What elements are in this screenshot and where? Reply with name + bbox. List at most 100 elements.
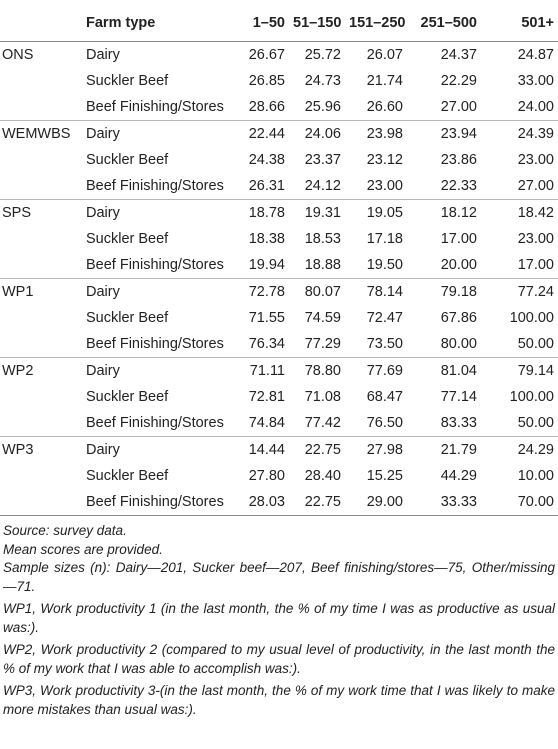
value-cell: 24.73 [304,73,341,89]
value-cell: 23.98 [345,120,407,147]
farm-type-cell: Suckler Beef [86,468,169,484]
value-cell: 18.78 [234,199,289,226]
value-cell: 27.00 [440,99,477,115]
table-row: WP2 Dairy 71.11 78.80 77.69 81.04 79.14 [0,357,558,384]
table-row: SPS Dairy 18.78 19.31 19.05 18.12 18.42 [0,199,558,226]
value-cell: 23.12 [366,152,403,168]
value-cell: 44.29 [440,468,477,484]
measure-cell [0,410,82,437]
value-cell: 18.88 [304,257,341,273]
measure-cell [0,384,82,410]
value-cell: 15.25 [366,468,403,484]
measure-cell [0,173,82,200]
value-cell: 73.50 [366,336,403,352]
measure-cell: WP1 [0,278,82,305]
note-wp1: WP1, Work productivity 1 (in the last mo… [3,601,555,635]
header-size-501-plus: 501+ [481,4,558,42]
header-row: Farm type 1–50 51–150 151–250 251–500 50… [0,4,558,42]
value-cell: 24.12 [304,178,341,194]
measure-cell: SPS [0,199,82,226]
value-cell: 67.86 [440,310,477,326]
value-cell: 77.24 [481,278,558,305]
table-row: Suckler Beef 26.85 24.73 21.74 22.29 33.00 [0,68,558,94]
measure-cell: WEMWBS [0,120,82,147]
farm-type-cell: Suckler Beef [86,231,169,247]
table-row: WP1 Dairy 72.78 80.07 78.14 79.18 77.24 [0,278,558,305]
farm-type-cell: Dairy [86,47,120,63]
farm-type-cell: Beef Finishing/Stores [86,415,224,431]
value-cell: 72.47 [366,310,403,326]
note-mean: Mean scores are provided. [3,541,163,557]
table-row: Beef Finishing/Stores 19.94 18.88 19.50 20.0… [0,252,558,279]
measure-cell [0,463,82,489]
value-cell: 100.00 [509,389,554,405]
measure-cell [0,331,82,358]
table-row: Suckler Beef 18.38 18.53 17.18 17.00 23.00 [0,226,558,252]
table-row: Beef Finishing/Stores 74.84 77.42 76.50 83.3… [0,410,558,437]
value-cell: 29.00 [345,489,407,516]
value-cell: 28.40 [304,468,341,484]
data-table: Farm type 1–50 51–150 151–250 251–500 50… [0,4,558,516]
measure-cell [0,147,82,173]
note-sample-sizes: Sample sizes (n): Dairy—201, Sucker beef… [3,560,555,594]
value-cell: 18.53 [304,231,341,247]
note-wp2: WP2, Work productivity 2 (compared to my… [3,642,555,676]
value-cell: 77.69 [345,357,407,384]
farm-type-cell: Suckler Beef [86,389,169,405]
farm-type-cell: Dairy [82,436,234,463]
value-cell: 23.86 [440,152,477,168]
note-wp3: WP3, Work productivity 3-(in the last mo… [3,683,555,717]
value-cell: 77.42 [304,415,341,431]
measure-cell [0,305,82,331]
value-cell: 23.00 [517,152,554,168]
value-cell: 22.29 [440,73,477,89]
table-row: WP3 Dairy 14.44 22.75 27.98 21.79 24.29 [0,436,558,463]
table-row: Beef Finishing/Stores 28.66 25.96 26.60 27.0… [0,94,558,121]
value-cell: 26.60 [366,99,403,115]
value-cell: 28.03 [234,489,289,516]
value-cell: 26.31 [248,178,285,194]
farm-type-cell: Suckler Beef [86,73,169,89]
measure-cell: WP2 [0,357,82,384]
value-cell: 22.75 [289,489,345,516]
value-cell: 19.50 [366,257,403,273]
value-cell: 50.00 [517,415,554,431]
farm-type-cell: Beef Finishing/Stores [86,257,224,273]
header-size-151-250: 151–250 [345,4,407,42]
farm-type-cell: Dairy [82,120,234,147]
farm-type-cell: Dairy [82,357,234,384]
header-farm-type: Farm type [82,4,234,42]
value-cell: 17.00 [517,257,554,273]
farm-type-cell: Beef Finishing/Stores [82,489,234,516]
value-cell: 19.94 [248,257,285,273]
value-cell: 22.33 [440,178,477,194]
farm-type-cell: Beef Finishing/Stores [86,336,224,352]
value-cell: 18.38 [248,231,285,247]
table-row: Suckler Beef 27.80 28.40 15.25 44.29 10.00 [0,463,558,489]
value-cell: 81.04 [407,357,481,384]
value-cell: 14.44 [234,436,289,463]
table-figure: Farm type 1–50 51–150 151–250 251–500 50… [0,4,558,719]
measure-cell [0,489,82,516]
value-cell: 25.72 [304,47,341,63]
value-cell: 77.14 [440,389,477,405]
value-cell: 28.66 [248,99,285,115]
value-cell: 26.67 [248,47,285,63]
table-row: Beef Finishing/Stores 76.34 77.29 73.50 80.0… [0,331,558,358]
note-source: Source: survey data. [3,523,127,538]
value-cell: 76.50 [366,415,403,431]
value-cell: 78.80 [289,357,345,384]
value-cell: 83.33 [440,415,477,431]
value-cell: 19.31 [289,199,345,226]
value-cell: 22.75 [289,436,345,463]
value-cell: 17.18 [366,231,403,247]
header-measure [0,4,82,42]
measure-cell [0,226,82,252]
header-size-51-150: 51–150 [289,4,345,42]
header-size-1-50: 1–50 [234,4,289,42]
value-cell: 79.14 [481,357,558,384]
value-cell: 78.14 [345,278,407,305]
value-cell: 23.37 [304,152,341,168]
measure-cell [0,68,82,94]
value-cell: 19.05 [345,199,407,226]
